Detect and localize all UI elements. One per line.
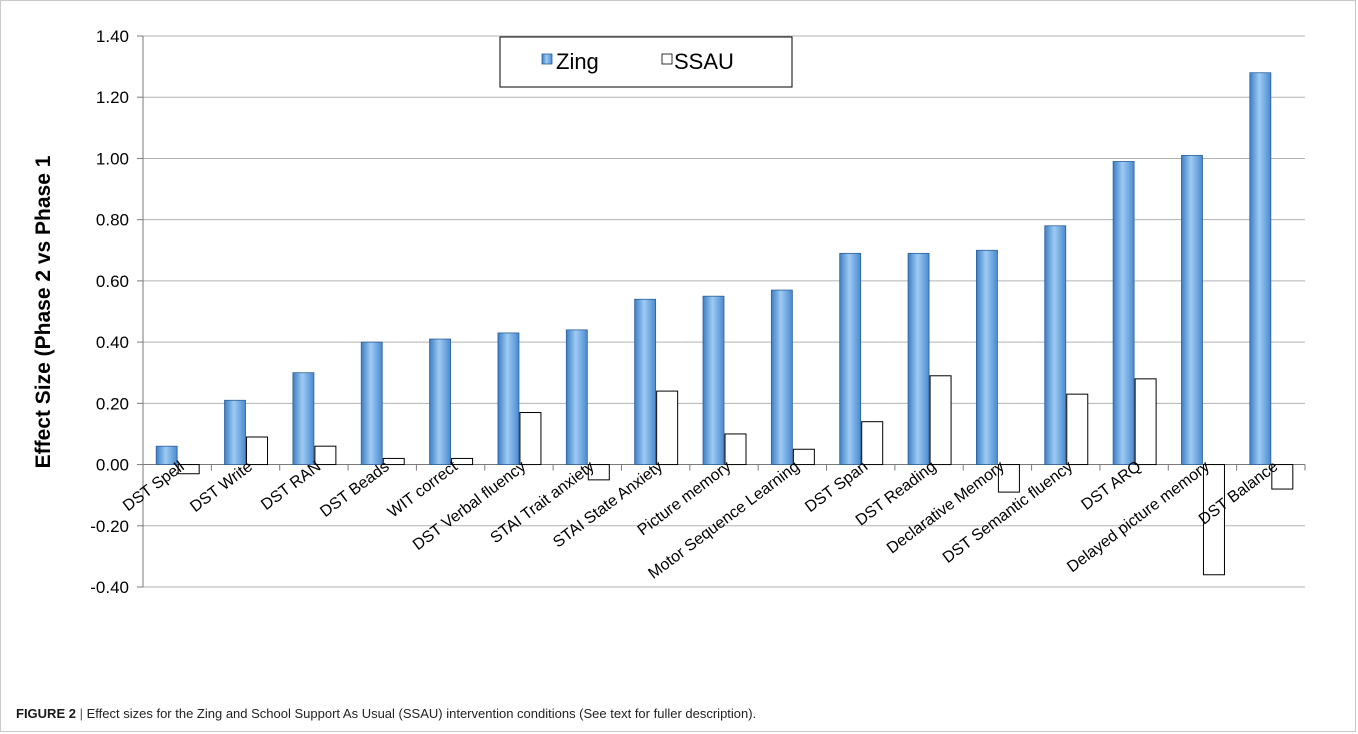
bar-ssau: [246, 436, 269, 466]
bars: [155, 72, 1294, 576]
x-tick-label: DST Span: [802, 458, 871, 516]
y-tick-label: 0.80: [96, 211, 129, 230]
bar-ssau: [382, 457, 405, 466]
bar-ssau: [997, 464, 1020, 493]
y-tick-label: -0.40: [90, 578, 129, 597]
y-tick-label: 1.40: [96, 27, 129, 46]
bar-zing: [907, 252, 930, 465]
bar-ssau: [792, 448, 815, 466]
legend-label-ssau: SSAU: [674, 49, 734, 74]
bar-zing: [839, 252, 862, 465]
y-tick-label: 0.20: [96, 394, 129, 413]
bar-zing: [224, 399, 246, 465]
caption-label: FIGURE 2: [16, 706, 76, 721]
bar-ssau: [1134, 378, 1157, 466]
bar-ssau: [314, 445, 337, 466]
bar-chart: 1.40 1.20 1.00 0.80 0.60 0.40 0.20 0.00 -0.20 -0.…: [32, 27, 1306, 597]
y-axis-label: Effect Size (Phase 2 vs Phase 1: [32, 155, 55, 468]
bar-ssau: [451, 457, 474, 466]
legend: Zing SSAU: [499, 36, 793, 88]
bar-zing: [155, 445, 178, 465]
bar-zing: [634, 298, 657, 465]
x-tick-label: Declarative Memory: [884, 458, 1008, 557]
bar-zing: [292, 372, 315, 465]
bar-ssau: [587, 464, 610, 481]
axes: 1.40 1.20 1.00 0.80 0.60 0.40 0.20 0.00 -0.20 -0.…: [90, 27, 1306, 597]
bar-zing: [429, 338, 451, 465]
x-tick-label: DST Verbal fluency: [410, 458, 529, 554]
bar-ssau: [1202, 464, 1225, 576]
bar-zing: [360, 341, 383, 465]
x-tick-label: DST RAN: [258, 458, 324, 514]
bar-zing: [702, 295, 725, 465]
bar-ssau: [724, 433, 747, 466]
y-tick-label: -0.20: [90, 517, 129, 536]
y-tick-label: 0.60: [96, 272, 129, 291]
bar-ssau: [1271, 464, 1294, 490]
bar-ssau: [519, 412, 542, 466]
caption-text: Effect sizes for the Zing and School Sup…: [86, 706, 757, 721]
x-tick-label: DST ARQ: [1078, 458, 1144, 514]
bar-zing: [976, 249, 998, 465]
figure-caption: FIGURE 2 | Effect sizes for the Zing and…: [16, 706, 756, 721]
bar-zing: [1112, 161, 1135, 465]
legend-swatch-zing: [541, 53, 553, 65]
bar-ssau: [929, 375, 952, 466]
x-tick-label: DST Spell: [120, 458, 188, 515]
y-tick-label: 0.00: [96, 456, 129, 475]
y-tick-label: 1.00: [96, 149, 129, 168]
bar-ssau: [656, 390, 679, 466]
bar-zing: [1044, 225, 1067, 465]
legend-swatch-ssau: [661, 53, 673, 65]
bar-ssau: [861, 421, 884, 466]
gridlines: [143, 35, 1305, 588]
bar-zing: [1249, 72, 1272, 465]
bar-ssau: [177, 464, 200, 475]
x-tick-label: DST Beads: [317, 458, 392, 521]
y-tick-label: 0.40: [96, 333, 129, 352]
bar-zing: [565, 329, 588, 465]
bar-zing: [770, 289, 793, 465]
bar-zing: [497, 332, 520, 465]
caption-separator: |: [79, 706, 83, 721]
bar-ssau: [1066, 393, 1089, 466]
legend-label-zing: Zing: [556, 49, 599, 74]
y-tick-label: 1.20: [96, 88, 129, 107]
bar-zing: [1181, 154, 1203, 465]
